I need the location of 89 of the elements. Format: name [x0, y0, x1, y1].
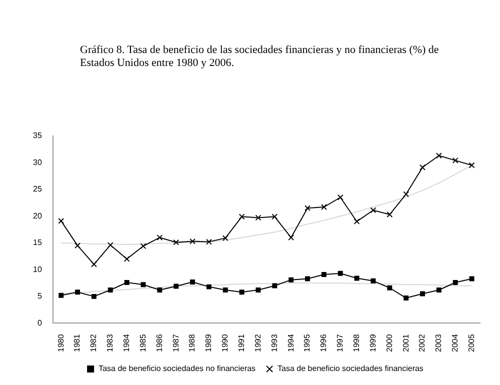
- x-tick-label: 1981: [72, 334, 82, 352]
- y-tick-label: 0: [37, 318, 42, 328]
- point: [404, 296, 409, 301]
- x-tick-label: 1993: [270, 334, 279, 352]
- x-tick-label: 2003: [434, 334, 444, 352]
- point: [173, 239, 180, 246]
- point: [468, 162, 475, 168]
- y-tick-label: 35: [32, 131, 42, 140]
- x-tick-label: 1997: [336, 334, 345, 352]
- point: [255, 214, 262, 221]
- x-tick-label: 1998: [352, 334, 361, 352]
- point: [91, 294, 96, 299]
- y-tick-label: 5: [37, 292, 42, 301]
- x-tick-label: 1992: [253, 334, 262, 352]
- point: [354, 276, 360, 281]
- point: [256, 288, 261, 292]
- y-tick-label: 30: [32, 158, 42, 167]
- point: [124, 256, 130, 262]
- chart-title: Gráfico 8. Tasa de beneficio de las sociedades financieras y no financieras (%) de Estados Unidos entre 1980 y 2006.: [80, 44, 440, 70]
- x-tick-label: 1999: [368, 334, 378, 352]
- point: [452, 157, 458, 164]
- point: [107, 242, 114, 248]
- x-tick-label: 1982: [89, 334, 98, 352]
- x-tick-label: 1980: [56, 334, 66, 352]
- point: [239, 290, 244, 295]
- point: [74, 242, 81, 249]
- point: [140, 282, 146, 288]
- point: [436, 288, 442, 292]
- point: [222, 288, 228, 292]
- point: [370, 278, 376, 284]
- point: [238, 214, 245, 220]
- point: [75, 290, 80, 295]
- point: [354, 218, 360, 224]
- point: [58, 292, 64, 298]
- x-tick-label: 2001: [401, 334, 410, 352]
- point: [452, 280, 458, 285]
- point: [321, 272, 326, 277]
- point: [305, 276, 310, 282]
- point: [420, 164, 426, 170]
- point: [190, 279, 196, 284]
- x-tick-label: 1989: [204, 334, 214, 352]
- x-tick-label: 1983: [106, 334, 115, 352]
- y-tick-label: 15: [32, 238, 42, 248]
- point: [222, 235, 228, 242]
- point: [206, 238, 212, 245]
- point: [403, 191, 410, 198]
- x-tick-label: 1986: [154, 334, 164, 352]
- point: [304, 205, 310, 212]
- point: [90, 261, 97, 268]
- y-tick-label: 25: [32, 184, 42, 194]
- x-tick-label: 1994: [286, 334, 296, 352]
- point: [108, 288, 113, 292]
- point: [420, 291, 425, 296]
- point: [272, 214, 278, 220]
- point: [58, 218, 64, 224]
- point: [288, 234, 294, 241]
- point: [174, 284, 179, 289]
- point: [320, 204, 327, 210]
- x-tick-label: 1991: [237, 334, 246, 352]
- x-tick-label: 2005: [466, 334, 476, 352]
- x-tick-label: 1988: [188, 334, 197, 352]
- point: [272, 283, 278, 288]
- point: [190, 238, 196, 244]
- point: [436, 152, 442, 159]
- point: [157, 288, 162, 292]
- x-tick-label: 1996: [319, 334, 328, 352]
- x-tick-label: 2002: [418, 334, 427, 352]
- point: [387, 285, 392, 290]
- x-tick-label: 1995: [302, 334, 312, 352]
- x-tick-label: 2000: [384, 334, 394, 352]
- x-tick-label: 1985: [138, 334, 148, 352]
- x-tick-label: 1987: [171, 334, 180, 352]
- point: [288, 277, 294, 282]
- point: [337, 194, 344, 200]
- x-tick-label: 1984: [122, 334, 132, 352]
- point: [140, 243, 146, 250]
- point: [206, 284, 212, 290]
- point: [124, 280, 130, 285]
- point: [338, 270, 343, 276]
- y-tick-label: 10: [32, 264, 42, 274]
- legend-label: Tasa de beneficio sociedades no financieras: [98, 364, 256, 374]
- point: [156, 234, 163, 241]
- x-tick-label: 2004: [450, 334, 460, 352]
- y-tick-label: 20: [32, 211, 42, 220]
- point: [386, 212, 393, 218]
- x-tick-label: 1990: [220, 334, 230, 352]
- point: [469, 276, 474, 282]
- legend-label: Tasa de beneficio sociedades financieras: [278, 364, 424, 374]
- point: [370, 207, 376, 214]
